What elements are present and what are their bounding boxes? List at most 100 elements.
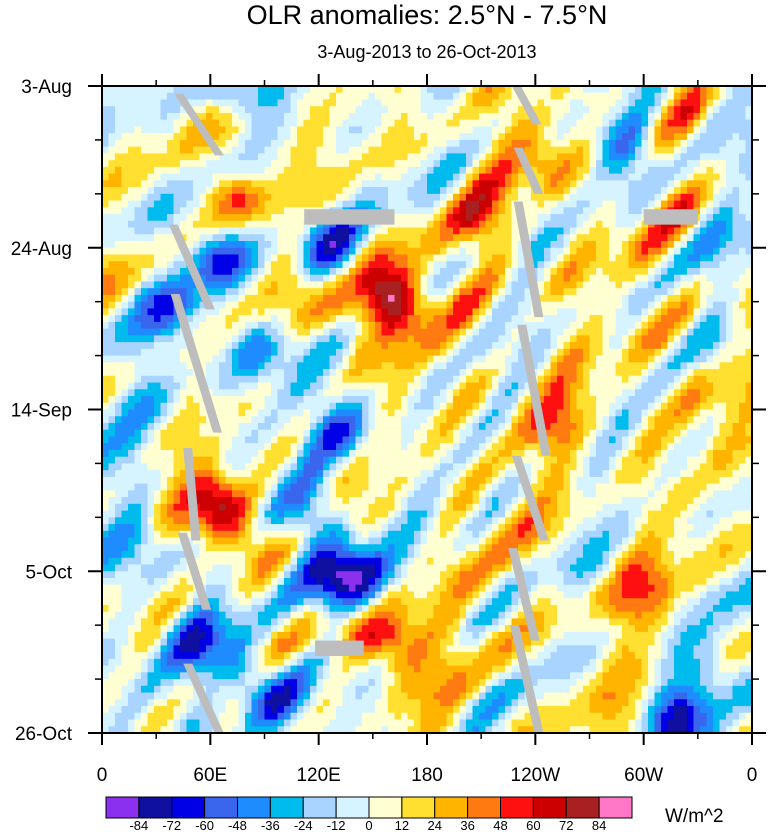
heatmap-cell — [485, 362, 493, 370]
heatmap-cell — [706, 193, 714, 202]
heatmap-cell — [531, 342, 539, 350]
heatmap-cell — [336, 274, 344, 283]
heatmap-cell — [583, 254, 591, 262]
heatmap-cell — [518, 402, 526, 411]
heatmap-cell — [329, 267, 337, 276]
heatmap-cell — [407, 153, 415, 161]
heatmap-cell — [232, 119, 240, 128]
heatmap-cell — [251, 396, 259, 404]
heatmap-cell — [700, 254, 708, 262]
heatmap-cell — [128, 126, 136, 134]
heatmap-cell — [693, 254, 701, 262]
heatmap-cell — [498, 267, 506, 276]
heatmap-cell — [453, 126, 461, 134]
heatmap-cell — [615, 348, 623, 357]
heatmap-cell — [232, 220, 240, 229]
heatmap-cell — [173, 166, 181, 175]
heatmap-cell — [258, 375, 266, 384]
heatmap-cell — [674, 342, 682, 350]
heatmap-cell — [141, 166, 149, 175]
heatmap-cell — [505, 382, 513, 390]
heatmap-cell — [297, 288, 305, 296]
heatmap-cell — [583, 294, 591, 303]
heatmap-cell — [687, 382, 695, 390]
heatmap-cell — [310, 281, 318, 289]
heatmap-cell — [219, 369, 227, 377]
heatmap-cell — [492, 146, 500, 154]
heatmap-cell — [687, 187, 695, 195]
heatmap-cell — [336, 355, 344, 363]
heatmap-cell — [180, 335, 188, 343]
heatmap-cell — [667, 227, 675, 235]
heatmap-cell — [602, 207, 610, 215]
heatmap-cell — [563, 396, 571, 404]
heatmap-cell — [602, 139, 610, 148]
heatmap-cell — [232, 355, 240, 363]
heatmap-cell — [492, 92, 500, 101]
heatmap-cell — [141, 254, 149, 262]
heatmap-cell — [557, 267, 565, 276]
heatmap-cell — [472, 173, 480, 181]
heatmap-cell — [186, 99, 194, 107]
heatmap-cell — [368, 92, 376, 101]
heatmap-cell — [420, 153, 428, 161]
heatmap-cell — [388, 362, 396, 370]
heatmap-cell — [401, 409, 409, 417]
heatmap-cell — [446, 267, 454, 276]
heatmap-cell — [394, 146, 402, 154]
heatmap-cell — [394, 261, 402, 269]
heatmap-cell — [654, 348, 662, 357]
heatmap-cell — [375, 153, 383, 161]
heatmap-cell — [284, 153, 292, 161]
heatmap-cell — [199, 99, 207, 107]
heatmap-cell — [238, 200, 246, 208]
heatmap-cell — [173, 254, 181, 262]
heatmap-cell — [141, 396, 149, 404]
heatmap-cell — [498, 241, 506, 249]
heatmap-cell — [115, 227, 123, 235]
heatmap-cell — [433, 274, 441, 283]
heatmap-cell — [700, 267, 708, 276]
heatmap-cell — [381, 187, 389, 195]
heatmap-cell — [563, 362, 571, 370]
heatmap-cell — [264, 267, 272, 276]
heatmap-cell — [472, 402, 480, 411]
heatmap-cell — [498, 126, 506, 134]
heatmap-cell — [726, 193, 734, 202]
heatmap-cell — [290, 315, 298, 323]
heatmap-cell — [576, 173, 584, 181]
heatmap-cell — [414, 126, 422, 134]
heatmap-cell — [108, 267, 116, 276]
heatmap-cell — [219, 301, 227, 310]
heatmap-cell — [492, 281, 500, 289]
heatmap-cell — [700, 112, 708, 121]
heatmap-cell — [440, 288, 448, 296]
heatmap-cell — [258, 348, 266, 357]
heatmap-cell — [115, 301, 123, 310]
heatmap-cell — [167, 382, 175, 390]
heatmap-cell — [264, 214, 272, 222]
heatmap-cell — [277, 200, 285, 208]
heatmap-cell — [745, 187, 753, 195]
heatmap-cell — [674, 382, 682, 390]
heatmap-cell — [115, 207, 123, 215]
heatmap-cell — [570, 92, 578, 101]
heatmap-cell — [147, 126, 155, 134]
heatmap-cell — [635, 281, 643, 289]
heatmap-cell — [576, 247, 584, 256]
heatmap-cell — [492, 389, 500, 397]
heatmap-cell — [687, 133, 695, 141]
heatmap-cell — [433, 166, 441, 175]
heatmap-cell — [459, 173, 467, 181]
heatmap-cell — [726, 214, 734, 222]
heatmap-cell — [518, 315, 526, 323]
heatmap-cell — [732, 126, 740, 134]
heatmap-cell — [290, 274, 298, 283]
heatmap-cell — [518, 247, 526, 256]
heatmap-cell — [115, 281, 123, 289]
heatmap-cell — [251, 187, 259, 195]
heatmap-cell — [102, 328, 110, 336]
heatmap-cell — [446, 254, 454, 262]
heatmap-cell — [693, 119, 701, 128]
heatmap-cell — [401, 382, 409, 390]
